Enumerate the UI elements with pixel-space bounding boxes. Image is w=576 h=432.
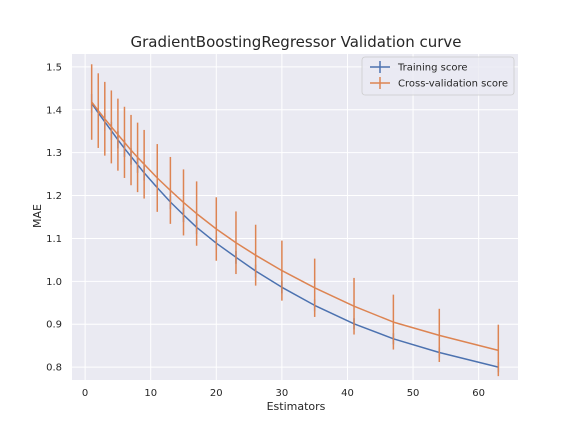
legend-label: Training score	[397, 63, 468, 74]
y-tick-label: 1.5	[46, 62, 62, 73]
series-cross-validation-score	[90, 64, 500, 377]
x-tick-label: 40	[341, 388, 354, 399]
series-line	[91, 101, 499, 352]
x-tick-label: 0	[82, 388, 88, 399]
x-tick-label: 60	[472, 388, 485, 399]
y-tick-label: 1.1	[46, 234, 62, 245]
x-tick-label: 10	[144, 388, 157, 399]
x-tick-label: 50	[407, 388, 420, 399]
y-tick-label: 1.0	[46, 277, 62, 288]
legend: Training score Cross-validation score	[361, 56, 515, 96]
y-axis: 0.8 0.9 1.0 1.1 1.2 1.3 1.4 1.5	[46, 62, 62, 373]
x-tick-label: 30	[276, 388, 289, 399]
legend-item: Training score	[370, 61, 468, 74]
series-line	[91, 102, 499, 368]
plot-area	[72, 54, 518, 380]
y-tick-label: 0.8	[46, 363, 62, 374]
y-tick-label: 0.9	[46, 320, 62, 331]
y-axis-label: MAE	[31, 204, 44, 228]
grid	[72, 54, 518, 380]
legend-item: Cross-validation score	[370, 77, 508, 90]
y-tick-label: 1.2	[46, 191, 62, 202]
legend-box	[361, 56, 515, 96]
y-tick-label: 1.3	[46, 148, 62, 159]
chart-title: GradientBoostingRegressor Validation cur…	[131, 33, 462, 51]
x-axis: 0 10 20 30 40 50 60	[82, 388, 485, 399]
y-tick-label: 1.4	[46, 105, 62, 116]
legend-label: Cross-validation score	[398, 79, 508, 90]
x-tick-label: 20	[210, 388, 223, 399]
x-axis-label: Estimators	[267, 400, 326, 413]
series-layer	[90, 64, 500, 377]
